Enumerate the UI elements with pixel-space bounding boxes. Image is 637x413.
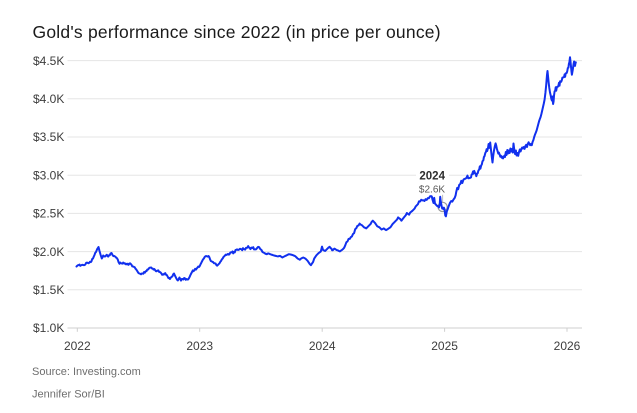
svg-text:$3.0K: $3.0K: [33, 168, 64, 182]
svg-text:$1.5K: $1.5K: [33, 283, 64, 297]
svg-text:Jennifer Sor/BI: Jennifer Sor/BI: [32, 389, 105, 401]
svg-text:$1.0K: $1.0K: [33, 321, 64, 335]
svg-text:$4.0K: $4.0K: [33, 92, 64, 106]
svg-text:$2.5K: $2.5K: [33, 207, 64, 221]
svg-text:2025: 2025: [431, 339, 458, 353]
svg-text:Source: Investing.com: Source: Investing.com: [32, 366, 141, 378]
svg-text:$4.5K: $4.5K: [33, 54, 64, 68]
svg-text:Gold's performance since 2022: Gold's performance since 2022 (in price …: [33, 22, 441, 42]
svg-text:2022: 2022: [64, 339, 91, 353]
svg-text:$3.5K: $3.5K: [33, 130, 64, 144]
svg-text:2026: 2026: [554, 339, 581, 353]
svg-text:2023: 2023: [186, 339, 213, 353]
svg-text:$2.6K: $2.6K: [419, 184, 445, 195]
svg-text:$2.0K: $2.0K: [33, 245, 64, 259]
svg-text:2024: 2024: [309, 339, 336, 353]
svg-text:2024: 2024: [419, 171, 445, 183]
